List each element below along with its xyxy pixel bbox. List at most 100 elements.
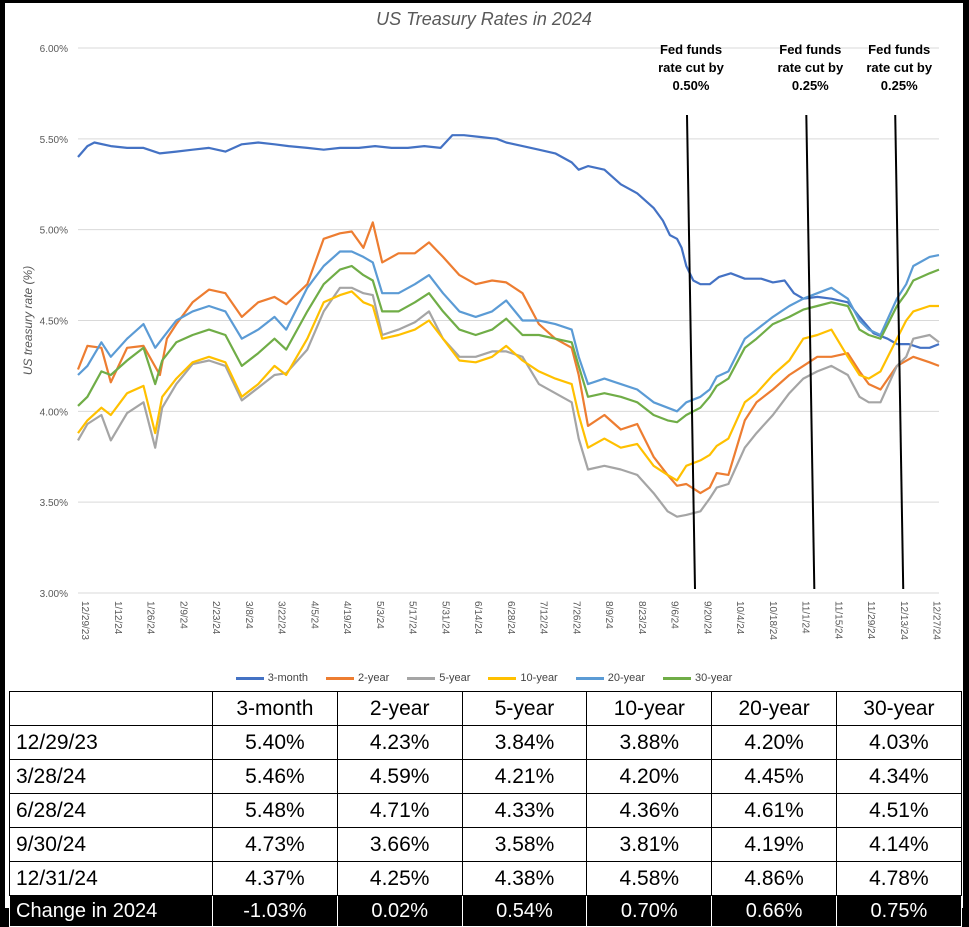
x-tick-label: 12/29/23 — [79, 601, 90, 640]
fed-cut-marker-line — [894, 114, 905, 590]
table-cell: 4.38% — [461, 861, 588, 896]
table-row: 12/31/24 4.37% 4.25% 4.38% 4.58% 4.86% 4… — [9, 861, 962, 896]
x-tick-label: 12/13/24 — [898, 601, 909, 640]
legend-swatch — [326, 676, 355, 680]
fed-cut-marker-line — [805, 114, 816, 590]
table-cell: 3.84% — [461, 725, 588, 760]
table-cell: 4.20% — [586, 759, 713, 794]
table-cell: 3.88% — [586, 725, 713, 760]
table-row: 12/29/23 5.40% 4.23% 3.84% 3.88% 4.20% 4… — [9, 725, 962, 760]
table-cell: 4.51% — [835, 793, 962, 828]
y-tick-label: 3.50% — [40, 498, 68, 509]
table-cell: 4.45% — [711, 759, 837, 794]
chart-legend: 3-month 2-year 5-year 10-year 20-year 30-year — [5, 667, 963, 689]
change-cell: 0.66% — [711, 895, 837, 927]
change-row-label: Change in 2024 — [9, 895, 213, 927]
row-label: 9/30/24 — [9, 827, 213, 862]
legend-item: 5-year — [407, 672, 470, 684]
change-cell: 0.75% — [835, 895, 962, 927]
table-cell: 4.78% — [835, 861, 962, 896]
legend-swatch — [575, 676, 604, 680]
x-tick-label: 2/9/24 — [177, 601, 188, 629]
fed-cut-annotation: 0.25% — [881, 78, 918, 93]
x-tick-label: 9/6/24 — [669, 601, 680, 629]
legend-label: 3-month — [267, 672, 309, 684]
fed-cut-marker-line — [685, 114, 696, 590]
table-header-cell: 3-month — [212, 691, 338, 726]
legend-item: 10-year — [488, 672, 558, 684]
table-cell: 4.20% — [711, 725, 837, 760]
row-label: 6/28/24 — [9, 793, 213, 828]
table-cell: 4.37% — [212, 861, 338, 896]
x-tick-label: 11/29/24 — [865, 601, 876, 640]
x-tick-label: 5/17/24 — [407, 601, 418, 635]
fed-cut-annotation: Fed funds — [779, 42, 841, 57]
x-tick-label: 5/3/24 — [374, 601, 385, 629]
x-tick-label: 1/26/24 — [145, 601, 156, 635]
x-tick-label: 3/8/24 — [243, 601, 254, 629]
fed-cut-annotation: rate cut by — [866, 60, 933, 75]
table-cell: 4.86% — [711, 861, 837, 896]
legend-item: 30-year — [663, 672, 732, 684]
row-label: 12/31/24 — [9, 861, 213, 896]
change-cell: 0.70% — [586, 895, 713, 927]
series-line-2-year — [76, 221, 940, 495]
table-cell: 4.21% — [461, 759, 588, 794]
x-tick-label: 11/1/24 — [800, 601, 811, 634]
x-tick-label: 10/4/24 — [734, 601, 745, 635]
y-tick-label: 4.50% — [40, 317, 68, 328]
table-cell: 5.48% — [212, 793, 338, 828]
table-cell: 4.19% — [711, 827, 837, 862]
x-tick-label: 12/27/24 — [931, 601, 942, 640]
fed-cut-annotation: Fed funds — [660, 42, 722, 57]
x-tick-label: 5/31/24 — [439, 601, 450, 635]
table-row: 6/28/24 5.48% 4.71% 4.33% 4.36% 4.61% 4.… — [9, 793, 962, 828]
table-cell: 4.59% — [336, 759, 463, 794]
table-cell: 4.23% — [336, 725, 463, 760]
table-cell: 4.14% — [835, 827, 962, 862]
legend-label: 2-year — [358, 672, 390, 684]
rates-table-container: 3-month 2-year 5-year 10-year 20-year 30… — [9, 691, 962, 927]
legend-label: 30-year — [695, 672, 733, 684]
x-tick-label: 8/23/24 — [636, 601, 647, 635]
treasury-line-chart: US Treasury Rates in 2024 3.00% 3.50% 4.00%… — [21, 9, 942, 640]
table-cell: 4.73% — [212, 827, 338, 862]
table-cell: 3.66% — [336, 827, 463, 862]
x-tick-label: 6/14/24 — [472, 601, 483, 635]
table-cell: 3.81% — [586, 827, 713, 862]
legend-label: 10-year — [520, 672, 558, 684]
row-label: 12/29/23 — [9, 725, 213, 760]
figure-frame: US Treasury Rates in 2024 3.00% 3.50% 4.00%… — [5, 3, 963, 927]
fed-cut-annotation: rate cut by — [658, 60, 725, 75]
x-tick-label: 2/23/24 — [210, 601, 221, 635]
table-cell: 4.34% — [835, 759, 962, 794]
legend-swatch — [407, 676, 436, 680]
table-header-cell: 2-year — [336, 691, 463, 726]
y-tick-label: 3.00% — [40, 589, 68, 600]
legend-item: 3-month — [235, 672, 309, 684]
legend-item: 20-year — [575, 672, 646, 684]
x-tick-label: 9/20/24 — [701, 601, 712, 635]
table-cell: 4.58% — [586, 861, 713, 896]
table-cell: 4.03% — [835, 725, 962, 760]
change-row: Change in 2024 -1.03% 0.02% 0.54% 0.70% … — [9, 895, 962, 927]
y-tick-label: 5.00% — [40, 226, 68, 237]
table-row: 3/28/24 5.46% 4.59% 4.21% 4.20% 4.45% 4.… — [9, 759, 962, 794]
y-tick-label: 4.00% — [40, 407, 68, 418]
fed-cut-annotation: 0.25% — [792, 78, 829, 93]
x-tick-label: 7/12/24 — [538, 601, 549, 635]
change-cell: -1.03% — [212, 895, 338, 927]
fed-cut-annotation: Fed funds — [868, 42, 930, 57]
table-cell: 4.33% — [461, 793, 588, 828]
fed-cut-annotation: rate cut by — [777, 60, 844, 75]
legend-swatch — [663, 676, 692, 680]
table-header-row: 3-month 2-year 5-year 10-year 20-year 30… — [9, 691, 962, 726]
table-row: 9/30/24 4.73% 3.66% 3.58% 3.81% 4.19% 4.… — [9, 827, 962, 862]
x-tick-label: 4/5/24 — [308, 601, 319, 629]
legend-label: 20-year — [607, 672, 646, 684]
legend-swatch — [235, 676, 264, 680]
table-header-cell: 5-year — [461, 691, 588, 726]
x-tick-label: 8/9/24 — [603, 601, 614, 629]
x-tick-label: 4/19/24 — [341, 601, 352, 635]
table-header-cell: 10-year — [586, 691, 713, 726]
